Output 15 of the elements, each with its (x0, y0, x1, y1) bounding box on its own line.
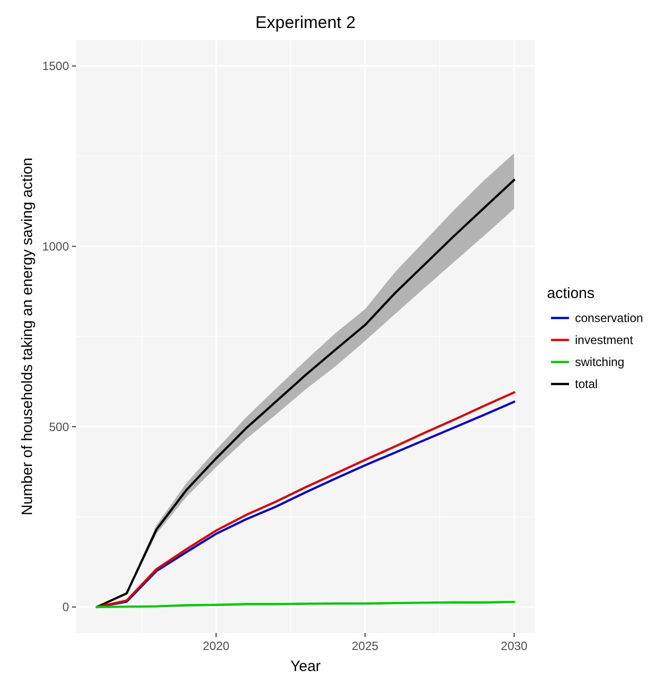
legend-label: total (575, 377, 598, 392)
legend-label: switching (575, 355, 624, 370)
x-tick-label: 2025 (352, 639, 379, 653)
y-tick-label: 500 (48, 420, 70, 434)
legend-title: actions (547, 285, 595, 302)
chart-title: Experiment 2 (255, 13, 356, 32)
x-axis-title: Year (290, 658, 321, 675)
y-axis-title: Number of households taking an energy saving action (19, 158, 36, 516)
y-tick-label: 0 (62, 600, 70, 614)
y-tick-label: 1000 (42, 240, 70, 254)
x-tick-label: 2020 (202, 639, 230, 653)
legend-label: conservation (575, 311, 644, 326)
x-tick-label: 2030 (500, 639, 528, 653)
legend-label: investment (575, 333, 634, 348)
y-tick-label: 1500 (42, 59, 70, 74)
